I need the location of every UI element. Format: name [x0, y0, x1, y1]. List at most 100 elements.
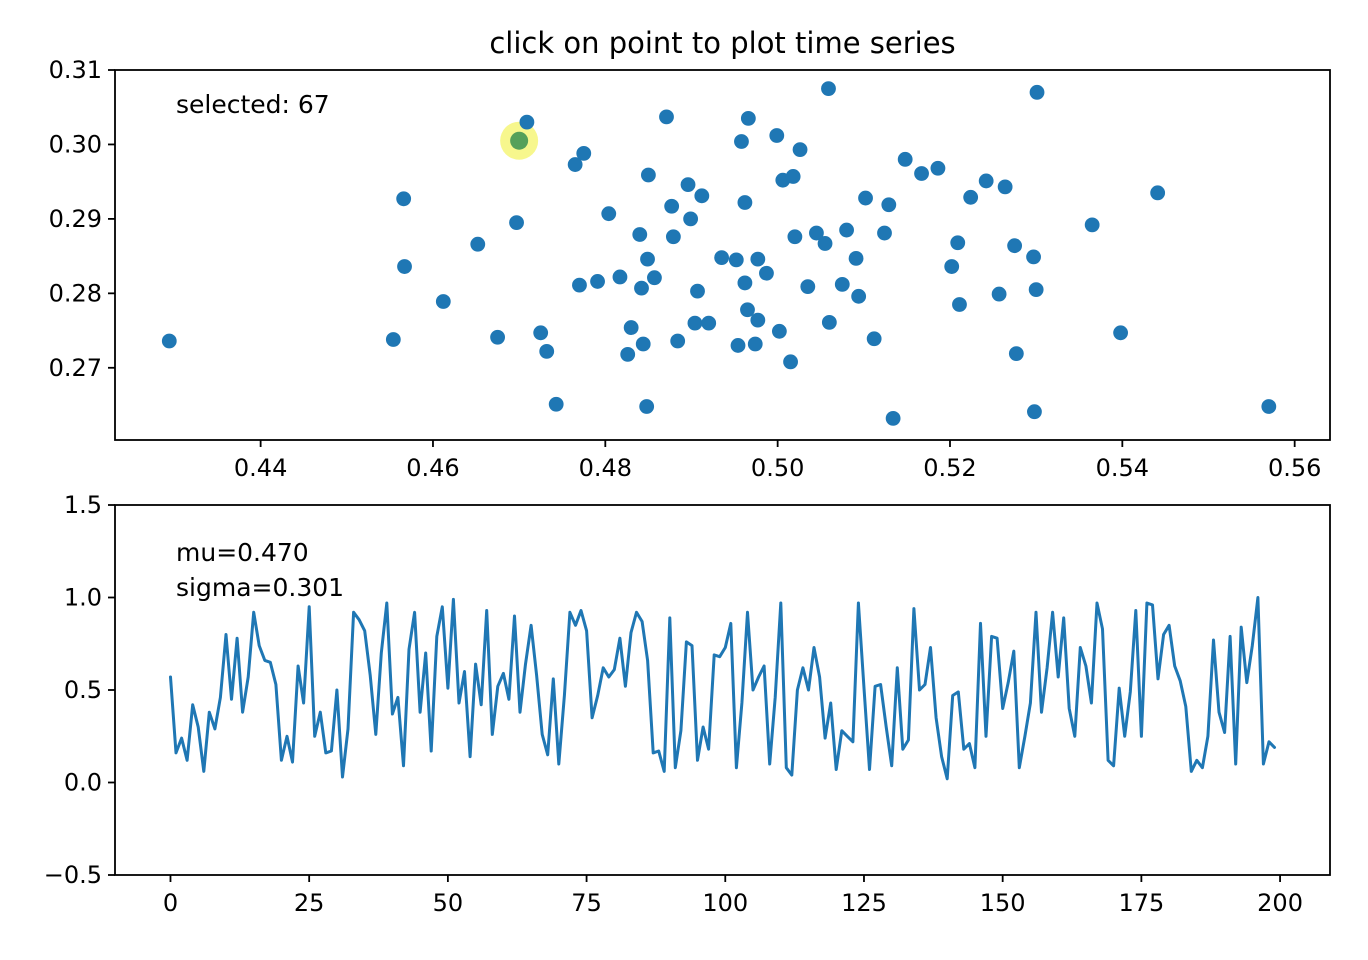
timeseries-line: [169, 596, 1276, 781]
scatter-point[interactable]: [1008, 346, 1024, 362]
scatter-point[interactable]: [792, 142, 808, 158]
scatter-point[interactable]: [747, 336, 763, 352]
scatter-point[interactable]: [740, 302, 755, 318]
scatter-point[interactable]: [769, 128, 785, 143]
scatter-point[interactable]: [647, 270, 662, 286]
scatter-point[interactable]: [851, 288, 867, 304]
scatter-point[interactable]: [914, 166, 929, 181]
scatter-point[interactable]: [640, 251, 655, 267]
scatter-point[interactable]: [620, 346, 636, 362]
scatter-point[interactable]: [728, 252, 744, 268]
scatter-point[interactable]: [665, 229, 681, 245]
x-tick-label: 25: [294, 889, 325, 917]
scatter-point[interactable]: [632, 227, 648, 242]
scatter-point[interactable]: [396, 191, 412, 207]
scatter-point[interactable]: [509, 215, 524, 231]
x-tick-label: 0.52: [923, 454, 976, 482]
scatter-point[interactable]: [877, 225, 892, 241]
scatter-point[interactable]: [1007, 238, 1023, 254]
scatter-point[interactable]: [1026, 249, 1041, 265]
scatter-point[interactable]: [817, 236, 833, 251]
scatter-point[interactable]: [930, 160, 946, 176]
scatter-point[interactable]: [385, 332, 401, 347]
scatter-point[interactable]: [978, 173, 994, 189]
scatter-point[interactable]: [1029, 84, 1045, 100]
scatter-point[interactable]: [944, 259, 960, 274]
scatter-point[interactable]: [670, 333, 686, 349]
scatter-point[interactable]: [737, 275, 753, 291]
scatter-point[interactable]: [839, 222, 854, 238]
scatter-point[interactable]: [612, 269, 628, 285]
scatter-point[interactable]: [639, 399, 655, 414]
y-tick-label: 1.5: [64, 491, 102, 519]
scatter-point[interactable]: [991, 286, 1007, 302]
scatter-point[interactable]: [161, 333, 177, 349]
scatter-point[interactable]: [635, 336, 651, 352]
scatter-point[interactable]: [771, 323, 787, 339]
scatter-point[interactable]: [1027, 404, 1042, 420]
scatter-point[interactable]: [701, 315, 717, 331]
scatter-point[interactable]: [714, 250, 730, 266]
scatter-point[interactable]: [897, 151, 913, 167]
scatter-point[interactable]: [885, 411, 901, 426]
x-tick-label: 0.54: [1096, 454, 1149, 482]
scatter-point[interactable]: [694, 188, 710, 204]
timeseries-axes: 0 25 50 75 100 125 150 175 200 −0.5 0.0 0.5 1.0 1.5: [44, 491, 1331, 917]
scatter-point[interactable]: [634, 280, 649, 296]
selected-scatter-point[interactable]: [510, 131, 529, 150]
scatter-point[interactable]: [567, 157, 583, 172]
scatter-point[interactable]: [683, 211, 699, 227]
scatter-point[interactable]: [750, 251, 766, 267]
scatter-point[interactable]: [963, 189, 979, 205]
y-tick-label: 0.27: [49, 354, 102, 382]
scatter-point[interactable]: [623, 320, 639, 335]
scatter-point[interactable]: [997, 179, 1013, 195]
scatter-point[interactable]: [397, 259, 412, 274]
scatter-point[interactable]: [1028, 282, 1044, 298]
scatter-point[interactable]: [1150, 185, 1166, 201]
scatter-point[interactable]: [533, 325, 549, 341]
scatter-point[interactable]: [664, 198, 680, 214]
scatter-point[interactable]: [490, 329, 505, 345]
scatter-point[interactable]: [848, 250, 864, 266]
scatter-point[interactable]: [687, 315, 703, 331]
scatter-point[interactable]: [539, 344, 555, 359]
scatter-point[interactable]: [952, 297, 967, 312]
scatter-point[interactable]: [800, 279, 816, 295]
scatter-point[interactable]: [659, 109, 674, 125]
scatter-point[interactable]: [866, 331, 882, 347]
scatter-point[interactable]: [1261, 399, 1277, 414]
scatter-point[interactable]: [572, 277, 587, 293]
scatter-point[interactable]: [576, 145, 592, 161]
scatter-point[interactable]: [759, 265, 774, 281]
scatter-point[interactable]: [519, 114, 535, 130]
scatter-point[interactable]: [680, 177, 696, 193]
scatter-point[interactable]: [435, 294, 451, 309]
scatter-point[interactable]: [950, 235, 966, 251]
scatter-point[interactable]: [690, 283, 705, 299]
scatter-point[interactable]: [640, 167, 656, 183]
figure-title: click on point to plot time series: [489, 26, 956, 60]
scatter-point[interactable]: [785, 169, 801, 184]
scatter-point[interactable]: [787, 229, 803, 245]
scatter-point[interactable]: [601, 206, 617, 222]
scatter-point[interactable]: [1084, 217, 1100, 233]
scatter-point[interactable]: [737, 195, 753, 210]
scatter-point[interactable]: [809, 225, 824, 241]
scatter-point[interactable]: [548, 396, 564, 412]
scatter-point[interactable]: [821, 314, 837, 330]
scatter-point[interactable]: [740, 110, 756, 126]
scatter-point[interactable]: [470, 236, 486, 252]
scatter-point[interactable]: [881, 197, 897, 213]
scatter-point[interactable]: [590, 274, 605, 289]
scatter-point[interactable]: [730, 338, 746, 353]
scatter-point[interactable]: [750, 312, 766, 328]
y-tick-label: 0.5: [64, 676, 102, 704]
scatter-point[interactable]: [734, 134, 749, 149]
scatter-point[interactable]: [783, 354, 798, 370]
scatter-point[interactable]: [1113, 325, 1129, 341]
scatter-point[interactable]: [834, 277, 850, 292]
scatter-point[interactable]: [821, 81, 836, 97]
scatter-point[interactable]: [858, 190, 873, 206]
